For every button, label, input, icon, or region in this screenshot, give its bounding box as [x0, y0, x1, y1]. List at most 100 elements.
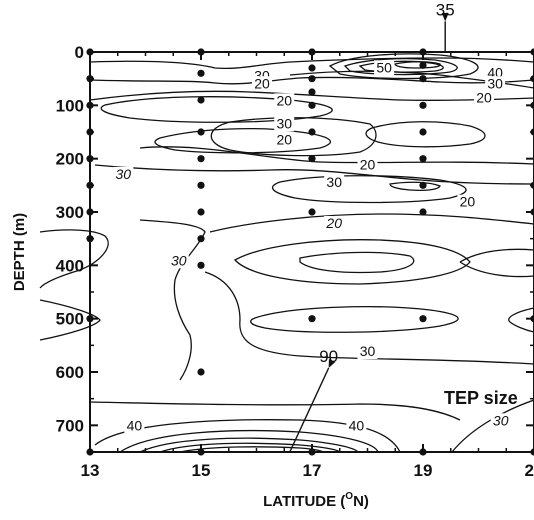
annotation-arrowhead — [328, 359, 336, 368]
contour-line — [89, 57, 534, 70]
y-tick-label: 700 — [56, 416, 84, 435]
sample-point — [530, 75, 534, 83]
sample-point — [197, 48, 205, 56]
contour-label-bg — [168, 253, 189, 269]
contour-label: 30 — [116, 166, 132, 182]
sample-point — [530, 101, 534, 109]
contour-label: 20 — [460, 194, 476, 210]
contour-label: 20 — [360, 156, 376, 172]
contour-label: 20 — [254, 75, 270, 91]
contour-label-bg — [374, 60, 395, 76]
x-tick-label: 15 — [192, 461, 211, 480]
contour-label-bg — [346, 418, 367, 434]
contour-line — [271, 175, 467, 204]
x-axis-title-tail: N) — [353, 493, 369, 510]
sample-point — [530, 315, 534, 323]
contour-label: 20 — [276, 131, 292, 147]
contour-label-bg — [457, 194, 478, 210]
contour-label-bg — [324, 216, 345, 231]
contour-line — [451, 399, 534, 453]
sample-point — [86, 181, 94, 189]
y-tick-label: 500 — [56, 310, 84, 329]
contour-label: 30 — [276, 115, 292, 131]
contour-label: 30 — [326, 174, 342, 190]
sample-point — [86, 315, 94, 323]
sample-point — [308, 128, 316, 136]
annotation-label: 35 — [436, 0, 455, 19]
sample-point — [308, 75, 316, 83]
sample-point — [197, 368, 205, 376]
sample-point — [308, 155, 316, 163]
annotations: 35 90 — [289, 0, 455, 453]
sample-point — [197, 235, 205, 243]
contour-line — [209, 213, 534, 233]
contour-label: 20 — [276, 92, 292, 108]
sample-point — [530, 208, 534, 216]
sample-point — [419, 155, 427, 163]
contour-line — [508, 307, 534, 333]
contour-label: 40 — [349, 418, 365, 434]
annotation-arrow — [289, 367, 330, 453]
sample-point — [419, 128, 427, 136]
contour-label-bg — [357, 157, 378, 173]
sample-point — [530, 48, 534, 56]
contour-label: 30 — [487, 75, 503, 91]
contour-line — [299, 251, 415, 274]
sample-point — [197, 261, 205, 269]
sample-point — [530, 448, 534, 456]
sample-point — [419, 101, 427, 109]
sample-point — [530, 181, 534, 189]
sample-point — [197, 448, 205, 456]
contour-line — [204, 271, 534, 365]
sample-point — [86, 448, 94, 456]
x-axis-title-superscript: O — [345, 491, 353, 502]
sample-point — [197, 208, 205, 216]
sample-point — [86, 208, 94, 216]
contour-label-bg — [324, 174, 345, 190]
contour-label-bg — [474, 90, 495, 106]
contour-label: 20 — [476, 90, 492, 106]
contour-label-bg — [274, 132, 295, 148]
x-tick-label: 21 — [525, 461, 534, 480]
y-tick-label: 300 — [56, 203, 84, 222]
contour-line — [100, 96, 333, 123]
sample-point — [419, 48, 427, 56]
contour-line — [154, 128, 332, 154]
contour-label: 30 — [493, 412, 509, 428]
contour-line — [389, 181, 441, 192]
sample-point — [86, 101, 94, 109]
sample-point — [419, 61, 427, 69]
contour-label: 20 — [325, 215, 342, 231]
contour-label-bg — [124, 418, 145, 434]
contour-line — [250, 306, 459, 333]
x-tick-label: 19 — [414, 461, 433, 480]
sample-point — [419, 181, 427, 189]
contour-line — [459, 261, 534, 278]
panel-label: TEP size — [444, 388, 518, 408]
sample-point — [419, 75, 427, 83]
sample-point — [197, 128, 205, 136]
sample-point — [197, 96, 205, 104]
x-axis-title: LATITUDE (ON) — [263, 491, 369, 510]
contour-label-bg — [274, 93, 295, 109]
sample-point — [308, 208, 316, 216]
y-tick-label: 0 — [75, 43, 84, 62]
contour-line — [459, 248, 534, 263]
sample-point — [86, 48, 94, 56]
contour-line — [39, 229, 109, 289]
x-tick-label: 17 — [303, 461, 322, 480]
contour-label: 30 — [171, 252, 187, 268]
contour-line — [233, 239, 471, 285]
sample-point — [197, 69, 205, 77]
contour-label: 30 — [360, 343, 376, 359]
contour-line — [179, 446, 324, 453]
x-axis-title-main: LATITUDE ( — [263, 493, 345, 510]
contour-line — [289, 70, 534, 89]
contour-line — [210, 117, 377, 157]
x-tick-label: 13 — [81, 461, 100, 480]
sample-point — [197, 155, 205, 163]
sample-point — [308, 448, 316, 456]
contour-label-bg — [252, 76, 273, 92]
contour-line — [328, 53, 479, 80]
